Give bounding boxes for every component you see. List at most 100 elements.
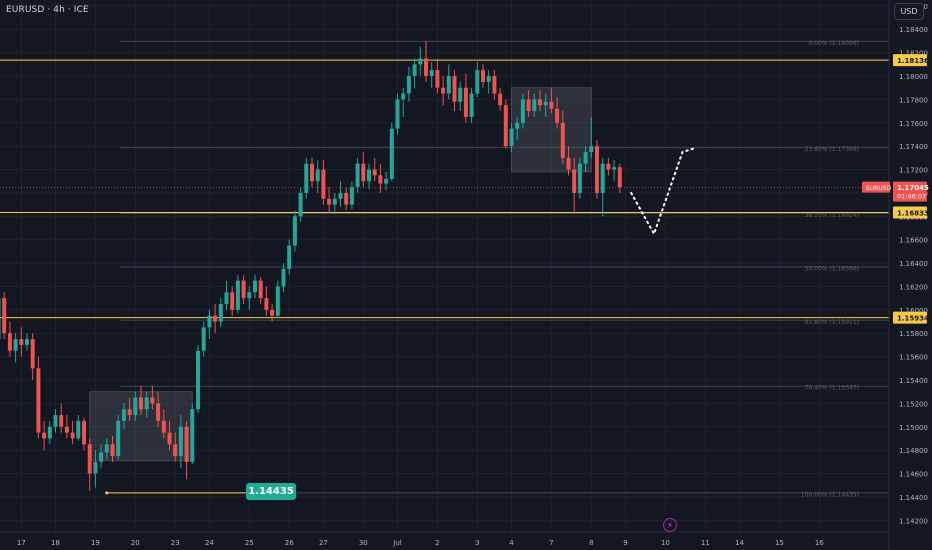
candle [184, 420, 189, 480]
time-axis-tick: 10 [661, 539, 670, 547]
candle-body [264, 298, 269, 310]
candle [87, 438, 92, 492]
price-axis-tick: 1.17400 [899, 143, 928, 151]
price-axis-tick: 1.16600 [899, 237, 928, 245]
candle [201, 321, 206, 357]
candle [47, 420, 52, 445]
candle [133, 391, 138, 421]
candle-body [481, 70, 485, 82]
candle [361, 152, 366, 188]
candle-body [492, 76, 497, 94]
key-level-tag [893, 54, 927, 67]
candle [253, 274, 257, 299]
lightning-icon[interactable]: ⚡ [663, 518, 677, 532]
candle-body [104, 444, 109, 453]
candle-body [446, 76, 451, 94]
fib-level-label: 100.00% (1.14435) [801, 491, 859, 498]
time-axis-tick: Jul [392, 539, 402, 547]
candle [139, 385, 143, 416]
candle [93, 450, 98, 488]
candle [435, 58, 440, 94]
candle [241, 274, 246, 304]
candle-body [19, 339, 24, 345]
candle [224, 280, 229, 310]
fib-level-label: 61.80% (1.15911) [805, 319, 859, 326]
candle-body [82, 420, 86, 445]
candle-body [577, 163, 582, 193]
price-axis-tick: 1.15600 [899, 354, 928, 362]
candle [486, 70, 491, 94]
candle-body [304, 163, 309, 193]
candle [156, 391, 161, 427]
candle [64, 415, 69, 439]
last-symbol-label: EURUSD [866, 185, 892, 192]
candle-body [270, 309, 275, 316]
candle [281, 263, 286, 293]
candle-body [355, 163, 360, 188]
candle [144, 391, 149, 418]
price-axis-tick: 1.17200 [899, 167, 928, 175]
price-axis-tick: 1.18000 [899, 73, 928, 81]
candle [475, 61, 480, 98]
price-axis-tick: 1.16400 [899, 260, 928, 268]
candle-body [121, 409, 126, 421]
candle [583, 146, 588, 172]
candle [344, 187, 349, 211]
candle-body [395, 99, 400, 129]
candle [99, 444, 104, 468]
candle [235, 274, 240, 314]
candle-body [127, 409, 132, 416]
candle [30, 333, 35, 380]
time-axis-tick: 8 [589, 539, 593, 547]
candle [617, 163, 622, 193]
price-axis-tick: 1.14200 [899, 517, 928, 525]
candle-body [207, 315, 212, 328]
candle-body [47, 426, 52, 439]
candle [178, 415, 183, 468]
candle [42, 420, 47, 451]
fib-level-label: 0.00% (1.18098) [809, 40, 859, 47]
candle [110, 436, 115, 462]
candle-body [190, 409, 195, 462]
candle [207, 309, 212, 340]
candle-body [606, 163, 611, 170]
countdown-label: 01:46:07 [897, 193, 926, 201]
price-axis-tick: 1.14600 [899, 471, 928, 479]
candle-body [583, 152, 588, 164]
candle-body [110, 444, 115, 456]
candle-body [42, 432, 47, 439]
candle [452, 70, 457, 112]
projection-path [630, 147, 695, 237]
candle-body [281, 268, 286, 287]
fib-level-label: 38.20% (1.16824) [805, 212, 859, 219]
candle [538, 90, 542, 112]
candle [116, 415, 121, 460]
candle [424, 40, 428, 82]
candle-body [36, 368, 41, 433]
candle-body [441, 87, 446, 94]
candle-body [321, 169, 326, 199]
candle [196, 344, 200, 413]
candle [292, 210, 297, 252]
candle [19, 327, 24, 357]
candle [287, 239, 292, 275]
candle-body [25, 339, 29, 345]
candle [509, 122, 514, 152]
candle [327, 187, 332, 213]
candle [555, 97, 560, 129]
candle-body [384, 178, 389, 184]
currency-button[interactable]: USD [894, 3, 924, 20]
candle [167, 420, 172, 451]
candle [70, 420, 75, 445]
candle [13, 333, 18, 363]
candle [173, 432, 178, 462]
time-axis-tick: 7 [549, 539, 553, 547]
candle-body [401, 93, 406, 100]
candle [560, 111, 565, 164]
candle-body [338, 192, 343, 199]
candle-body [600, 163, 605, 193]
candle [441, 76, 446, 106]
time-axis-tick: 2 [435, 539, 439, 547]
candle [606, 157, 611, 176]
